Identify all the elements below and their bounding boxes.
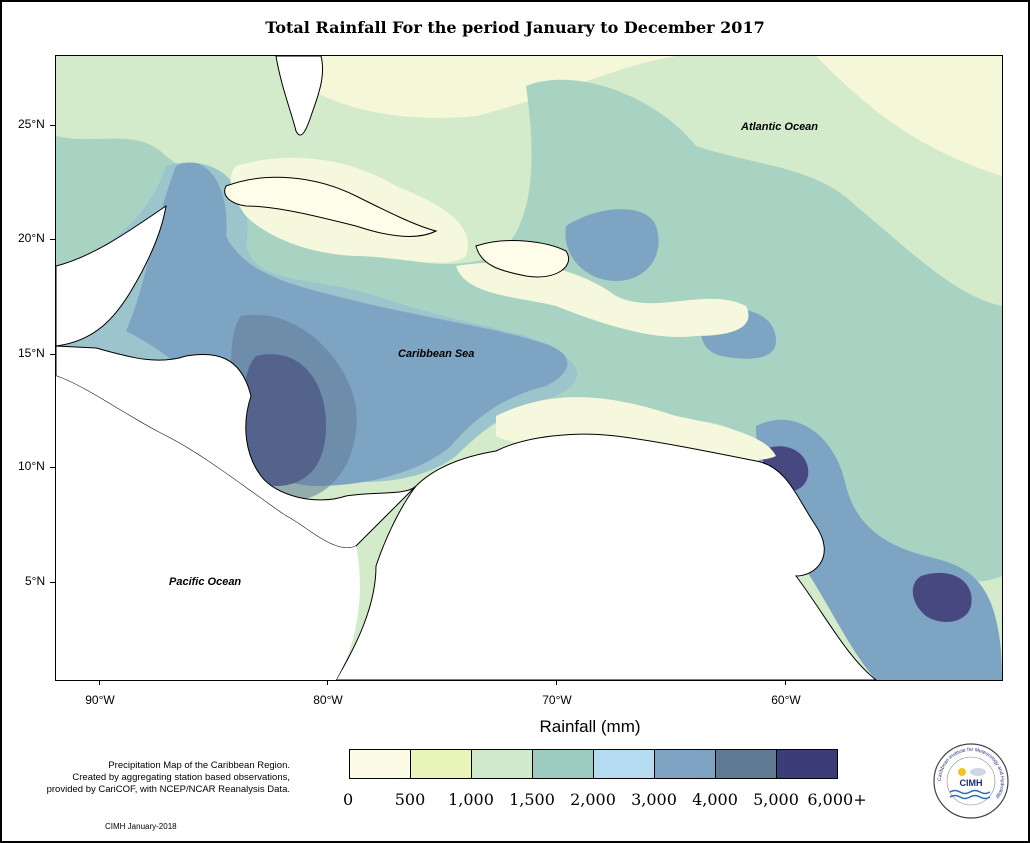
- legend-tick-label: 6,000+: [807, 790, 867, 809]
- legend-swatch-6: [716, 750, 777, 778]
- lon-label-70w: 70°W: [542, 693, 572, 707]
- credit-line-3: provided by CariCOF, with NCEP/NCAR Rean…: [46, 784, 290, 795]
- lon-tick: [785, 680, 786, 685]
- credit-line-2: Created by aggregating station based obs…: [72, 772, 290, 783]
- lat-label-15n: 15°N: [18, 346, 45, 360]
- legend-swatch-5: [655, 750, 716, 778]
- land-south-america: [335, 433, 877, 680]
- legend-tick-label: 1,500: [509, 790, 555, 809]
- legend-swatch-0: [350, 750, 411, 778]
- legend-tick-label: 3,000: [631, 790, 677, 809]
- footer-credit: CIMH January-2018: [105, 822, 177, 831]
- legend-tick-label: 2,000: [570, 790, 616, 809]
- lon-tick: [99, 680, 100, 685]
- legend-swatch-3: [533, 750, 594, 778]
- contour-atlantic-blob: [565, 209, 659, 281]
- map-title: Total Rainfall For the period January to…: [265, 18, 765, 37]
- lat-tick: [50, 582, 55, 583]
- lat-label-25n: 25°N: [18, 117, 45, 131]
- legend-tick-label: 4,000: [692, 790, 738, 809]
- land-cuba: [224, 176, 438, 237]
- credit-line-1: Precipitation Map of the Caribbean Regio…: [108, 760, 290, 771]
- cimh-logo: Caribbean Institute for Meteorology and …: [933, 743, 1009, 819]
- legend-tick-label: 500: [394, 790, 426, 809]
- legend-tick-label: 1,000: [448, 790, 494, 809]
- contour-4000-5000: [231, 314, 357, 502]
- lat-tick: [50, 239, 55, 240]
- caribbean-sea-label: Caribbean Sea: [398, 348, 475, 360]
- land-hispaniola: [475, 240, 569, 278]
- legend-color-bar: [349, 749, 838, 779]
- logo-abbr: CIMH: [960, 778, 983, 788]
- legend-tick-label: 0: [343, 790, 354, 809]
- lon-label-90w: 90°W: [85, 693, 115, 707]
- rainfall-contours: [56, 56, 1002, 680]
- lon-tick: [327, 680, 328, 685]
- land-pacific-white: [56, 376, 360, 680]
- contour-guyana-core: [912, 572, 972, 622]
- lat-label-5n: 5°N: [25, 574, 46, 588]
- lon-label-80w: 80°W: [313, 693, 343, 707]
- contour-pale-hispaniola: [456, 262, 749, 337]
- pacific-ocean-label: Pacific Ocean: [169, 576, 242, 588]
- lat-label-10n: 10°N: [18, 459, 45, 473]
- lon-label-60w: 60°W: [771, 693, 801, 707]
- lon-tick: [556, 680, 557, 685]
- land-central-america: [56, 345, 417, 549]
- legend-swatch-4: [594, 750, 655, 778]
- waves-icon: [949, 789, 991, 800]
- legend-swatch-1: [411, 750, 472, 778]
- lat-tick: [50, 467, 55, 468]
- land-florida: [275, 56, 324, 136]
- rainfall-map: Atlantic Ocean Caribbean Sea Pacific Oce…: [55, 55, 1003, 681]
- atlantic-ocean-label: Atlantic Ocean: [741, 121, 819, 133]
- lat-tick: [50, 125, 55, 126]
- cloud-icon: [970, 768, 986, 776]
- lat-label-20n: 20°N: [18, 231, 45, 245]
- legend-tick-label: 5,000: [753, 790, 799, 809]
- sun-icon: [958, 768, 966, 776]
- legend-swatch-7: [777, 750, 837, 778]
- land-yucatan: [56, 204, 167, 347]
- credit-text: Precipitation Map of the Caribbean Regio…: [0, 760, 290, 796]
- lat-tick: [50, 354, 55, 355]
- legend-title: Rainfall (mm): [539, 717, 641, 736]
- legend-swatch-2: [472, 750, 533, 778]
